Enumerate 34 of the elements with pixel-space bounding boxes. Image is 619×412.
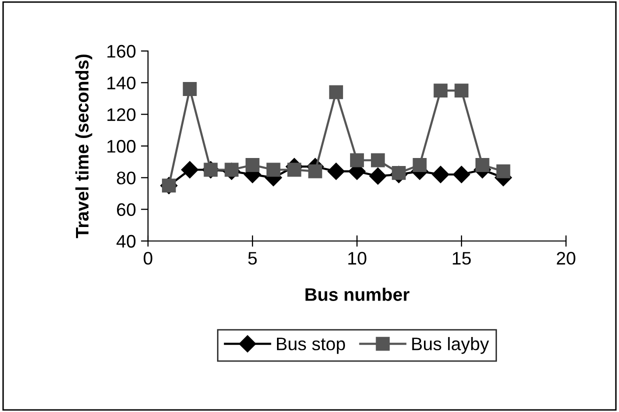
point	[328, 162, 345, 180]
point	[475, 158, 490, 172]
point	[266, 162, 280, 177]
point	[412, 158, 427, 172]
y-tick-label: 80	[116, 172, 136, 184]
y-axis-title: Travel time (seconds)	[75, 54, 92, 238]
point	[329, 85, 344, 100]
x-tick-label: 5	[248, 252, 257, 265]
y-tick-label: 60	[117, 203, 136, 216]
y-tick-label: 40	[116, 234, 136, 248]
y-tick-label: 140	[107, 76, 136, 90]
x-tick-label: 15	[452, 252, 471, 265]
point	[181, 161, 198, 178]
x-tick-label: 20	[556, 252, 576, 265]
point	[434, 84, 448, 98]
y-tick-label: 100	[107, 140, 136, 153]
point	[432, 166, 450, 184]
point	[496, 164, 510, 178]
point	[350, 153, 364, 168]
point	[369, 168, 386, 185]
x-axis-title: Bus number	[306, 288, 410, 301]
point	[308, 164, 322, 178]
y-tick-label: 160	[107, 44, 136, 58]
point	[182, 82, 197, 96]
point	[452, 166, 470, 184]
legend-label: Bus layby	[412, 337, 490, 354]
point	[246, 158, 260, 172]
y-tick-label: 120	[107, 108, 136, 122]
point	[287, 162, 302, 177]
x-tick-label: 0	[144, 252, 152, 265]
x-tick-label: 10	[348, 252, 366, 265]
legend-label: Bus stop	[276, 338, 346, 354]
point	[454, 84, 468, 98]
point	[370, 153, 385, 168]
